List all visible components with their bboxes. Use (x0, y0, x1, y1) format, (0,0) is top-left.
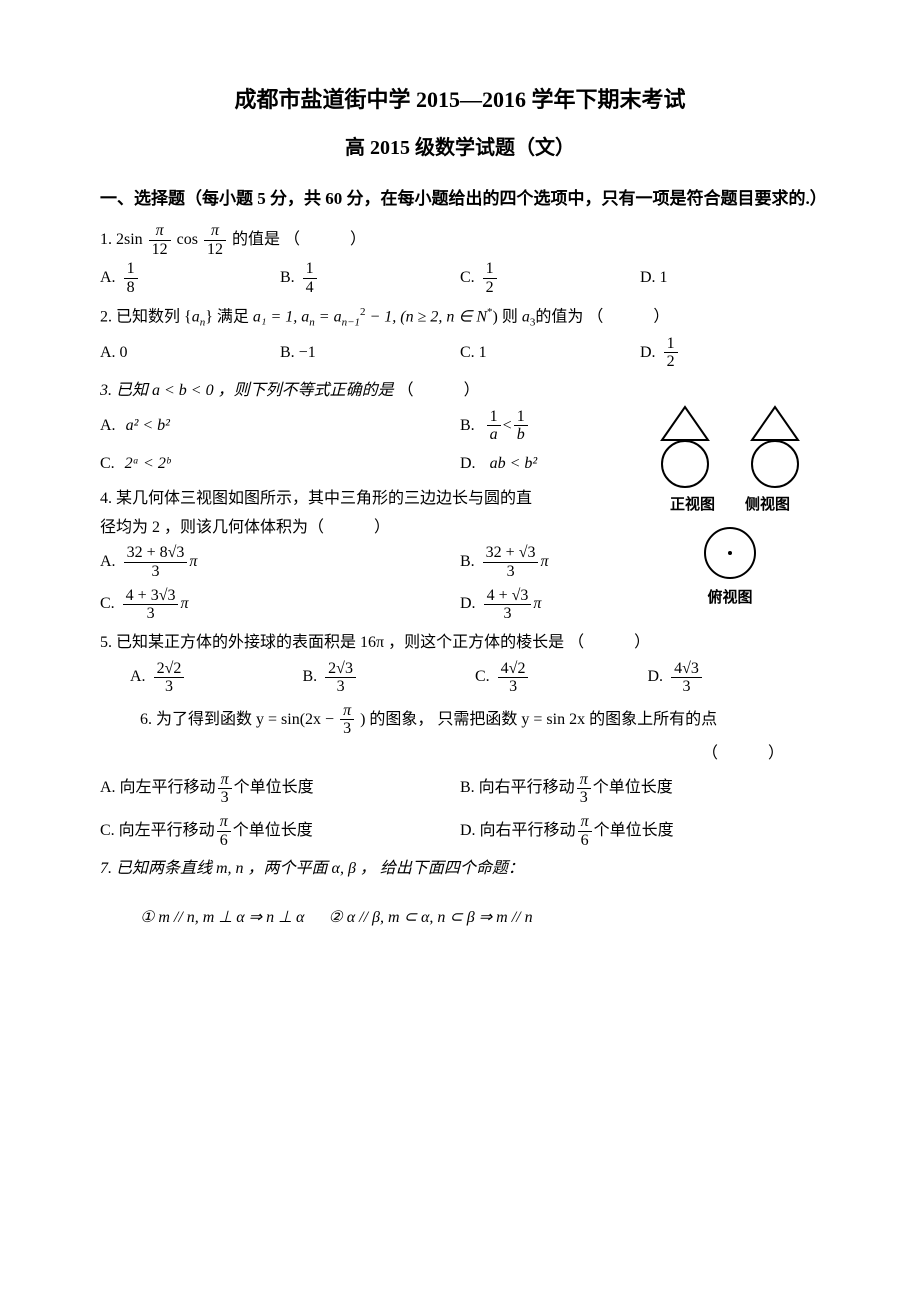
question-1: 1. 2sin π12 cos π12 的值是 （ ） (100, 222, 820, 258)
q5-options: A.2√23 B.2√33 C.4√23 D.4√33 (100, 660, 820, 696)
q2-opt-b: B. −1 (280, 335, 460, 371)
q6-options-row2: C. 向左平行移动π6个单位长度 D. 向右平行移动π6个单位长度 (100, 813, 820, 849)
q5-opt-b: B.2√33 (303, 660, 476, 696)
q6-opt-c: C. 向左平行移动π6个单位长度 (100, 813, 460, 849)
question-7: 7. 已知两条直线 m, n ，两个平面 α, β ， 给出下面四个命题： (100, 855, 820, 884)
blank-paren: （ ） (284, 231, 372, 248)
q1-opt-c: C.12 (460, 260, 640, 296)
q1-opt-a: A.18 (100, 260, 280, 296)
q1-stem-b: cos (177, 231, 198, 248)
q6-opt-b: B. 向右平行移动π3个单位长度 (460, 771, 820, 807)
q7-propositions: ① m // n, m ⊥ α ⇒ n ⊥ α ② α // β, m ⊂ α,… (140, 904, 820, 933)
q2-options: A. 0 B. −1 C. 1 D.12 (100, 335, 820, 371)
front-view-icon (650, 405, 720, 490)
q1-frac-1: π12 (149, 222, 171, 258)
q1-opt-d: D. 1 (640, 260, 820, 296)
q2-opt-c: C. 1 (460, 335, 640, 371)
q3-opt-c: C. 2ᵃ < 2ᵇ (100, 450, 460, 479)
q1-stem-c: 的值是 (232, 231, 280, 248)
q5-opt-c: C.4√23 (475, 660, 648, 696)
q3-opt-a: A. a² < b² (100, 408, 460, 444)
question-4: 4. 某几何体三视图如图所示，其中三角形的三边边长与圆的直 径均为 2 ，则该几… (100, 485, 820, 543)
doc-title-2: 高 2015 级数学试题（文） (100, 130, 820, 166)
q1-frac-2: π12 (204, 222, 226, 258)
section-heading: 一、选择题（每小题 5 分，共 60 分，在每小题给出的四个选项中，只有一项是符… (100, 184, 820, 215)
question-3: 3. 已知 a < b < 0 ，则下列不等式正确的是 （ ） (100, 377, 820, 406)
q6-opt-d: D. 向右平行移动π6个单位长度 (460, 813, 820, 849)
q6-paren: （ ） (100, 740, 820, 769)
doc-title-1: 成都市盐道街中学 2015—2016 学年下期末考试 (100, 80, 820, 120)
q4-opt-a: A.32 + 8√33π (100, 544, 460, 580)
three-view-diagram: 正视图 侧视图 俯视图 (630, 405, 830, 612)
question-6: 6. 为了得到函数 y = sin(2x − π3 ) 的图象， 只需把函数 y… (140, 702, 820, 738)
q1-opt-b: B.14 (280, 260, 460, 296)
q4-opt-c: C.4 + 3√33π (100, 587, 460, 623)
q5-opt-d: D.4√33 (648, 660, 821, 696)
side-view-icon (740, 405, 810, 490)
question-2: 2. 已知数列 {an} 满足 a₁ = 1, an = an−12 − 1, … (100, 303, 820, 333)
q6-opt-a: A. 向左平行移动π3个单位长度 (100, 771, 460, 807)
q2-opt-a: A. 0 (100, 335, 280, 371)
question-5: 5. 已知某正方体的外接球的表面积是 16π ，则这个正方体的棱长是 （ ） (100, 629, 820, 658)
q2-opt-d: D.12 (640, 335, 820, 371)
q6-options-row1: A. 向左平行移动π3个单位长度 B. 向右平行移动π3个单位长度 (100, 771, 820, 807)
q1-options: A.18 B.14 C.12 D. 1 (100, 260, 820, 296)
q5-opt-a: A.2√23 (130, 660, 303, 696)
q1-stem-a: 1. 2sin (100, 231, 143, 248)
top-view-icon (695, 523, 765, 583)
